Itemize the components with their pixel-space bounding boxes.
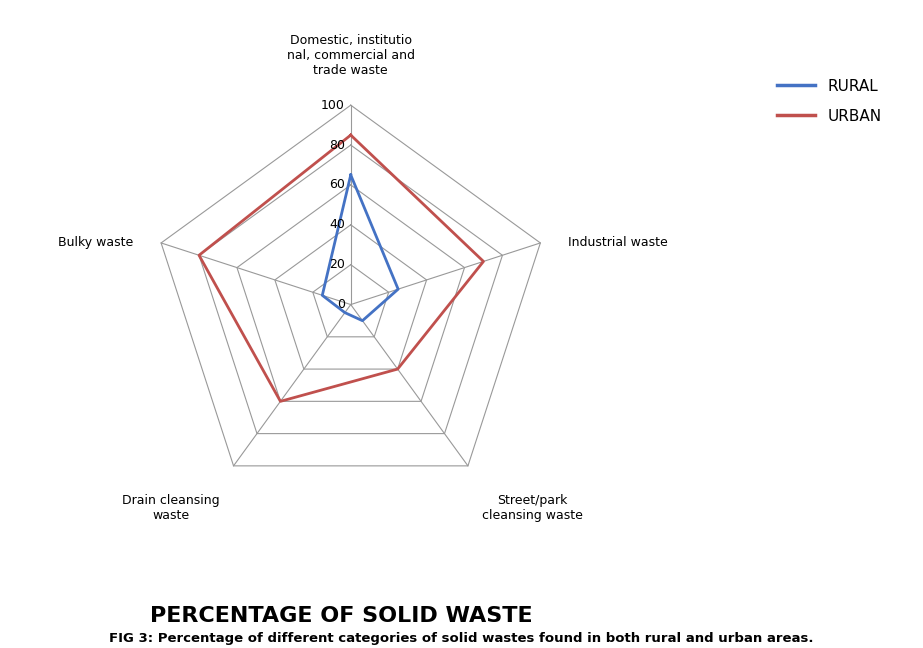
Text: Drain cleansing
waste: Drain cleansing waste: [122, 494, 220, 522]
Text: Bulky waste: Bulky waste: [58, 237, 133, 249]
Text: 100: 100: [321, 98, 345, 111]
Text: Street/park
cleansing waste: Street/park cleansing waste: [482, 494, 582, 522]
Text: FIG 3: Percentage of different categories of solid wastes found in both rural an: FIG 3: Percentage of different categorie…: [109, 632, 814, 645]
Text: 60: 60: [329, 178, 345, 191]
Text: Industrial waste: Industrial waste: [569, 237, 668, 249]
Legend: RURAL, URBAN: RURAL, URBAN: [771, 73, 888, 130]
Text: Domestic, institutio
nal, commercial and
trade waste: Domestic, institutio nal, commercial and…: [287, 34, 414, 77]
Text: 0: 0: [337, 298, 345, 311]
Text: 20: 20: [329, 258, 345, 271]
Text: 80: 80: [329, 139, 345, 152]
Text: PERCENTAGE OF SOLID WASTE: PERCENTAGE OF SOLID WASTE: [150, 606, 533, 625]
Text: 40: 40: [329, 218, 345, 231]
